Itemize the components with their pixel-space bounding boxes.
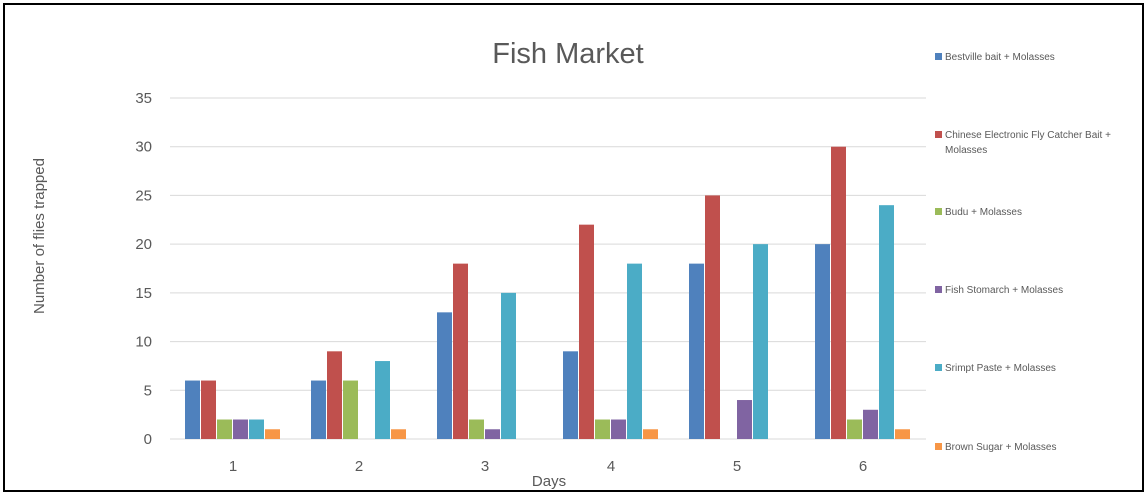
legend-swatch [935,131,942,138]
bar-srimpt-paste-molasses-day-3 [501,292,516,439]
bar-bestville-bait-molasses-day-4 [563,351,578,439]
y-axis-label: Number of flies trapped [31,158,48,314]
bar-budu-molasses-day-2 [343,380,358,439]
y-tick-labels: 0 5 10 15 20 25 30 35 [135,90,152,448]
y-tick-label: 0 [144,431,152,448]
bar-fish-stomarch-molasses-day-1 [233,419,248,439]
bar-fish-stomarch-molasses-day-4 [611,419,626,439]
bar-srimpt-paste-molasses-day-2 [375,361,390,439]
chart-title: Fish Market [492,38,643,70]
x-tick-label: 2 [355,458,363,475]
bar-srimpt-paste-molasses-day-6 [879,205,894,439]
y-tick-label: 20 [135,236,152,253]
legend-item: Chinese Electronic Fly Catcher Bait + Mol… [935,130,1111,156]
bar-bestville-bait-molasses-day-6 [815,244,830,439]
bar-srimpt-paste-molasses-day-5 [753,244,768,439]
bars [185,146,910,439]
bar-chinese-electronic-fly-catcher-bait-molasses-day-5 [705,195,720,439]
legend-item: Brown Sugar + Molasses [935,442,1056,453]
x-tick-label: 5 [733,458,741,475]
bar-bestville-bait-molasses-day-2 [311,380,326,439]
bar-budu-molasses-day-1 [217,419,232,439]
x-tick-label: 1 [229,458,237,475]
bar-chinese-electronic-fly-catcher-bait-molasses-day-1 [201,380,216,439]
legend-label: Molasses [945,145,987,156]
legend-swatch [935,53,942,60]
legend: Bestville bait + Molasses Chinese Electro… [935,52,1111,453]
bar-srimpt-paste-molasses-day-1 [249,419,264,439]
legend-swatch [935,208,942,215]
legend-item: Srimpt Paste + Molasses [935,363,1056,374]
y-tick-label: 10 [135,334,152,351]
x-axis-label: Days [532,473,566,490]
legend-item: Budu + Molasses [935,207,1022,218]
y-tick-label: 15 [135,285,152,302]
bar-chinese-electronic-fly-catcher-bait-molasses-day-2 [327,351,342,439]
bar-budu-molasses-day-4 [595,419,610,439]
bar-bestville-bait-molasses-day-1 [185,380,200,439]
legend-label: Bestville bait + Molasses [945,52,1055,63]
bar-brown-sugar-molasses-day-4 [643,429,658,439]
y-tick-label: 35 [135,90,152,107]
legend-label: Fish Stomarch + Molasses [945,285,1063,296]
bar-brown-sugar-molasses-day-6 [895,429,910,439]
legend-label: Brown Sugar + Molasses [945,442,1056,453]
y-tick-label: 5 [144,382,152,399]
legend-swatch [935,443,942,450]
legend-swatch [935,286,942,293]
bar-chinese-electronic-fly-catcher-bait-molasses-day-4 [579,224,594,439]
bar-brown-sugar-molasses-day-2 [391,429,406,439]
legend-item: Fish Stomarch + Molasses [935,285,1063,296]
legend-label: Srimpt Paste + Molasses [945,363,1056,374]
bar-brown-sugar-molasses-day-1 [265,429,280,439]
bar-chinese-electronic-fly-catcher-bait-molasses-day-6 [831,146,846,439]
x-tick-labels: 1 2 3 4 5 6 [229,458,867,475]
y-tick-label: 30 [135,139,152,156]
legend-label: Chinese Electronic Fly Catcher Bait + [945,130,1111,141]
bar-budu-molasses-day-3 [469,419,484,439]
bar-srimpt-paste-molasses-day-4 [627,263,642,439]
gridlines [170,97,926,440]
bar-bestville-bait-molasses-day-3 [437,312,452,439]
legend-item: Bestville bait + Molasses [935,52,1055,63]
legend-swatch [935,364,942,371]
bar-fish-stomarch-molasses-day-6 [863,409,878,439]
bar-fish-stomarch-molasses-day-3 [485,429,500,439]
bar-chinese-electronic-fly-catcher-bait-molasses-day-3 [453,263,468,439]
x-tick-label: 6 [859,458,867,475]
y-tick-label: 25 [135,187,152,204]
bar-bestville-bait-molasses-day-5 [689,263,704,439]
x-tick-label: 3 [481,458,489,475]
bar-fish-stomarch-molasses-day-5 [737,400,752,439]
bar-budu-molasses-day-6 [847,419,862,439]
x-tick-label: 4 [607,458,615,475]
legend-label: Budu + Molasses [945,207,1022,218]
